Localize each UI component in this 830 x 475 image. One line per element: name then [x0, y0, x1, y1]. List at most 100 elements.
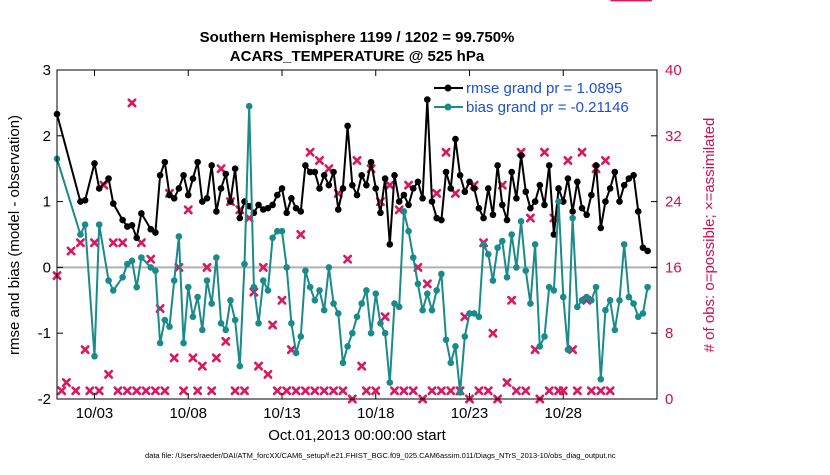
- bias-point: [199, 326, 206, 334]
- rmse-point: [133, 234, 140, 242]
- bias-point: [194, 293, 201, 301]
- y-tick-label: -2: [38, 391, 51, 408]
- rmse-point: [395, 198, 403, 205]
- obs-count-marker-stroke: [446, 386, 456, 396]
- bias-point: [349, 329, 356, 337]
- obs-count-marker-stroke: [605, 386, 615, 396]
- bias-point: [447, 359, 455, 367]
- obs-count-marker-stroke: [474, 386, 484, 396]
- y-tick-label: 0: [43, 259, 51, 276]
- obs-count-marker: [432, 188, 442, 198]
- bias-point: [241, 260, 248, 268]
- bias-point: [550, 287, 558, 294]
- rmse-point: [386, 241, 394, 248]
- bias-point: [569, 214, 576, 222]
- obs-count-marker: [385, 180, 395, 190]
- rmse-point: [91, 160, 98, 167]
- obs-count-marker-stroke: [179, 386, 189, 396]
- obs-count-marker: [539, 147, 550, 157]
- rmse-point: [597, 224, 605, 232]
- obs-count-marker: [422, 279, 432, 289]
- data-file-footnote: data file: /Users/raeder/DAI/ATM_forcXX/…: [145, 451, 616, 460]
- rmse-point: [194, 158, 201, 166]
- obs-count-marker-stroke: [296, 230, 306, 239]
- bias-point: [630, 300, 637, 307]
- bias-point: [109, 287, 117, 294]
- bias-point: [541, 333, 548, 340]
- rmse-point: [616, 198, 623, 205]
- obs-count-marker: [310, 386, 320, 396]
- rmse-point: [264, 204, 272, 212]
- bias-point: [236, 362, 244, 370]
- obs-count-marker-stroke: [577, 147, 587, 157]
- obs-count-marker-stroke: [483, 386, 493, 396]
- obs-count-marker: [272, 386, 282, 396]
- obs-count-marker: [108, 238, 118, 248]
- obs-count-marker-stroke: [586, 386, 596, 396]
- rmse-point: [236, 214, 244, 222]
- plot-frame: [56, 69, 658, 400]
- obs-count-marker-stroke: [357, 361, 367, 371]
- obs-count-marker-stroke: [118, 238, 128, 248]
- rmse-point: [274, 191, 281, 199]
- bias-point: [611, 326, 619, 334]
- obs-count-marker: [436, 386, 446, 396]
- obs-count-marker: [258, 262, 268, 272]
- rmse-point: [550, 231, 558, 238]
- bias-point: [489, 277, 497, 284]
- rmse-point: [377, 209, 384, 217]
- bias-point: [133, 283, 140, 291]
- rmse-point: [475, 204, 483, 212]
- obs-count-marker-stroke: [385, 180, 395, 190]
- bias-point: [95, 221, 103, 228]
- rmse-point: [217, 185, 225, 192]
- obs-count-marker: [389, 386, 400, 396]
- bias-point: [639, 310, 647, 317]
- rmse-point: [156, 171, 164, 179]
- bias-point: [189, 313, 197, 321]
- obs-count-marker-stroke: [108, 238, 118, 248]
- obs-count-marker-stroke: [216, 164, 226, 174]
- y-right-tick-label: 24: [665, 194, 682, 211]
- bias-point: [166, 323, 173, 330]
- obs-count-marker-stroke: [113, 386, 123, 396]
- bias-point: [255, 320, 262, 327]
- obs-count-marker-stroke: [310, 386, 320, 396]
- bias-point: [161, 316, 169, 324]
- rmse-point: [625, 175, 633, 182]
- rmse-point: [405, 201, 412, 209]
- obs-count-marker: [150, 386, 160, 396]
- bias-point: [400, 208, 408, 215]
- obs-count-marker-stroke: [221, 336, 231, 346]
- obs-count-marker: [263, 369, 273, 379]
- obs-count-marker: [188, 353, 198, 363]
- obs-count-marker-stroke: [399, 386, 409, 396]
- obs-count-marker-stroke: [136, 238, 146, 248]
- rmse-point: [353, 191, 361, 199]
- bias-point: [344, 343, 351, 350]
- obs-count-marker: [127, 98, 137, 108]
- bias-point: [250, 283, 258, 291]
- x-tick-label: 10/13: [263, 405, 301, 422]
- rmse-point: [644, 247, 651, 255]
- bias-point: [245, 102, 253, 110]
- obs-count-marker: [427, 386, 437, 396]
- rmse-point: [611, 168, 619, 176]
- rmse-point: [105, 175, 112, 182]
- obs-count-marker: [296, 230, 306, 239]
- rmse-point: [278, 185, 286, 192]
- obs-count-marker-stroke: [193, 386, 203, 396]
- bias-point: [358, 300, 365, 307]
- y-tick-label: 1: [43, 194, 51, 211]
- bias-point: [452, 343, 459, 350]
- bias-point: [545, 283, 553, 291]
- bias-point: [606, 297, 614, 304]
- bias-point: [325, 264, 333, 271]
- rmse-point: [311, 168, 319, 176]
- rmse-point: [227, 198, 234, 205]
- rmse-point: [119, 216, 126, 224]
- bias-point: [428, 306, 436, 314]
- obs-count-marker: [277, 295, 287, 305]
- bias-point: [320, 306, 328, 314]
- obs-count-marker-stroke: [361, 386, 371, 396]
